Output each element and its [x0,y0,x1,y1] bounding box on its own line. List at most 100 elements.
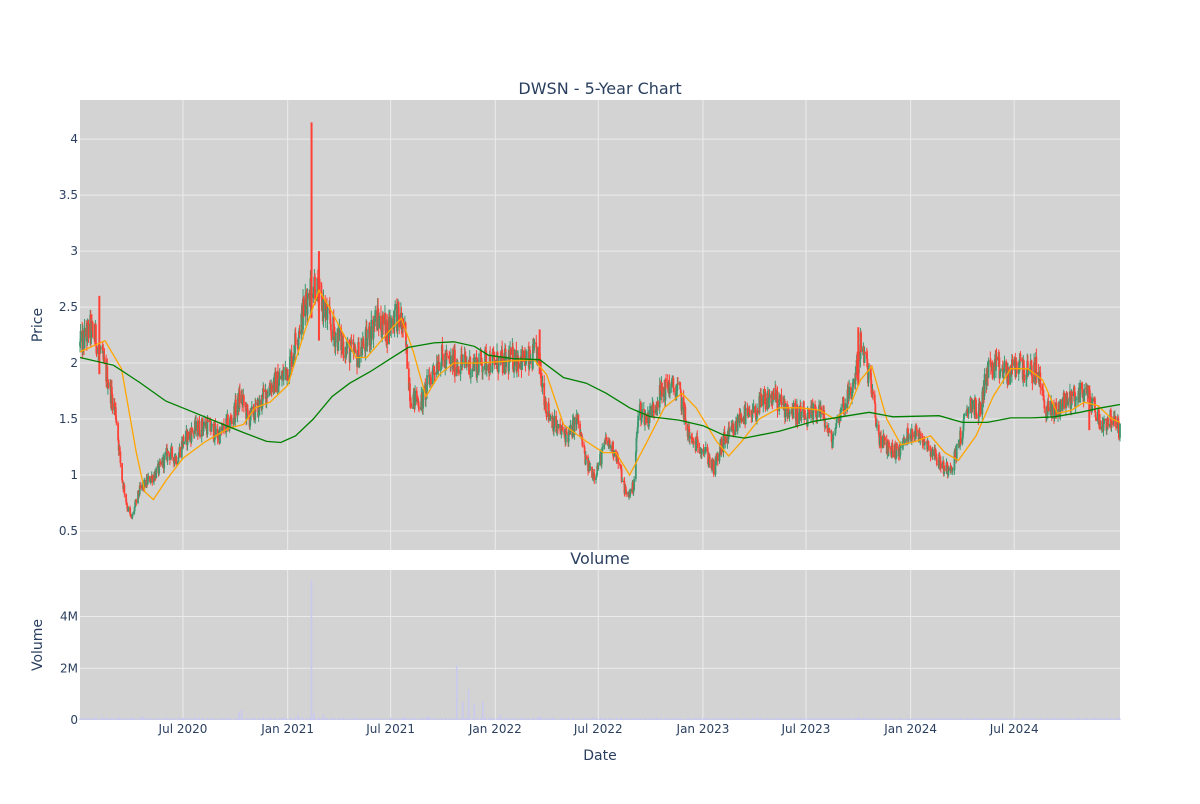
candle-body [525,357,527,365]
candle-body [795,417,798,421]
candle-body [133,506,136,512]
candle-body [734,421,737,436]
candle-body [648,416,651,418]
candle-body [991,362,994,379]
candle-body [537,347,540,359]
candle-body [513,366,515,372]
candle-body [95,324,97,347]
candle-body [985,382,988,386]
candle-body [1009,366,1012,368]
candle-body [894,457,897,460]
candle-body [852,378,855,388]
candle-body [561,426,564,430]
candle-body [759,394,762,408]
candle-body [820,407,823,410]
candle-body [481,364,484,373]
candle-body [101,346,104,351]
candle-body [715,457,718,461]
candle-body [432,366,435,372]
candle-body [536,348,539,362]
candle-body [163,455,166,469]
candle-body [288,375,291,381]
candle-body [563,429,566,435]
candle-body [605,437,608,441]
candle-body [302,298,305,317]
candle-body [670,380,673,388]
candle-body [870,379,873,394]
candle-body [273,373,276,389]
candle-body [121,480,124,483]
candle-body [138,485,141,495]
candle-body [979,402,982,415]
price-y-axis-label: Price [30,308,46,342]
candle-body [353,350,356,355]
candle-body [489,354,492,372]
candle-body [807,409,810,413]
candle-body [1039,372,1042,388]
candle-body [834,428,837,434]
candle-body [865,352,868,360]
candle-body [648,416,650,427]
candle-body [832,433,835,440]
candle-body [867,368,870,384]
candle-body [945,462,948,471]
candle-body [599,453,601,466]
candle-body [517,358,520,369]
candle-body [766,397,769,410]
x-tick-label: Jul 2024 [989,722,1039,736]
candle-body [257,400,260,417]
candle-body [79,341,81,347]
candle-body [405,331,407,347]
candle-body [776,391,779,412]
candle-body [169,455,172,460]
candle-body [607,442,610,446]
candle-body [896,443,898,449]
candle-body [624,487,626,494]
candle-body [1100,426,1103,430]
candle-body [245,404,248,420]
candle-body [807,409,810,411]
candle-body [888,441,890,448]
candle-body [293,353,295,357]
candle-body [410,403,413,408]
price-lines [79,288,1121,501]
candle-body [1073,387,1076,393]
candle-body [691,438,694,443]
candle-body [843,406,845,409]
candle-body [830,431,833,442]
candle-body [422,389,424,409]
candle-body [366,338,369,347]
candle-body [792,403,795,419]
candle-body [635,437,638,452]
candle-body [1069,391,1072,409]
x-tick-label: Jan 2023 [676,722,730,736]
candle-body [503,352,506,374]
candle-body [559,424,562,431]
candle-body [963,415,966,417]
candle-body [199,434,201,437]
candle-body [1033,362,1036,377]
candle-body [677,383,679,385]
x-tick-label: Jul 2021 [365,722,415,736]
candle-body [404,322,407,332]
candle-body [722,435,725,453]
candle-body [664,378,667,401]
moving-average-line [79,341,1121,444]
candle-body [357,342,360,367]
x-tick-label: Jul 2022 [573,722,623,736]
candle-body [1021,358,1024,362]
candle-body [1053,404,1055,419]
candle-body [426,375,428,392]
candle-body [133,511,135,515]
candle-body [365,328,368,347]
candle-body [549,415,552,419]
candle-body [902,438,905,445]
candle-body [484,349,487,351]
candle-body [328,307,331,314]
candle-body [252,406,255,418]
candle-body [433,371,436,374]
candle-body [967,406,970,414]
candle-body [198,421,201,435]
candle-body [244,405,247,408]
x-tick-label: Jan 2022 [468,722,522,736]
